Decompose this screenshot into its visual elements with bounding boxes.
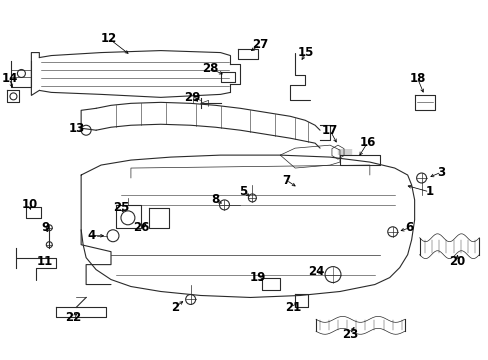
Text: 16: 16: [359, 136, 375, 149]
Text: 21: 21: [285, 301, 301, 314]
Text: 5: 5: [239, 185, 247, 198]
Text: 24: 24: [307, 265, 324, 278]
Text: 1: 1: [425, 185, 433, 198]
Text: 29: 29: [184, 91, 201, 104]
Text: 12: 12: [101, 32, 117, 45]
Text: 4: 4: [87, 229, 95, 242]
Text: 20: 20: [448, 255, 465, 268]
Text: 3: 3: [437, 166, 445, 179]
Text: 10: 10: [21, 198, 38, 211]
Text: 7: 7: [282, 174, 290, 186]
Text: 27: 27: [252, 38, 268, 51]
Text: 23: 23: [341, 328, 357, 341]
Text: 15: 15: [297, 46, 314, 59]
Text: 19: 19: [250, 271, 266, 284]
Text: 22: 22: [65, 311, 81, 324]
Text: 8: 8: [211, 193, 219, 206]
Text: 11: 11: [37, 255, 53, 268]
Text: 13: 13: [69, 122, 85, 135]
Text: 17: 17: [321, 124, 338, 137]
Text: 9: 9: [41, 221, 49, 234]
Text: 26: 26: [132, 221, 149, 234]
Text: 25: 25: [113, 201, 129, 214]
Text: 6: 6: [405, 221, 413, 234]
Text: 28: 28: [202, 62, 218, 75]
Text: 18: 18: [408, 72, 425, 85]
Text: 2: 2: [170, 301, 179, 314]
Text: 14: 14: [1, 72, 18, 85]
